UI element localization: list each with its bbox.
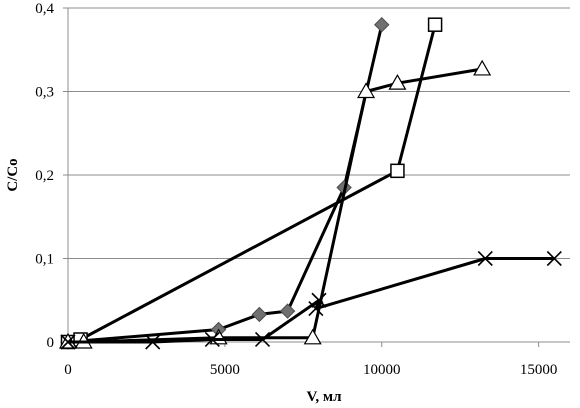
series-2-point-6 <box>473 59 492 76</box>
x-tick-label-0: 0 <box>64 362 72 378</box>
x-tick-label-2: 10000 <box>363 362 401 378</box>
x-tick-label-1: 5000 <box>210 362 240 378</box>
series-2-point-3 <box>303 328 322 345</box>
series-3-point-1 <box>145 334 161 350</box>
series-1-point-3 <box>427 17 443 32</box>
series-1-point-2 <box>390 163 405 179</box>
series-3-point-7 <box>546 250 562 267</box>
series-2-line <box>68 67 483 344</box>
series-2-point-5 <box>388 73 407 90</box>
series-1 <box>60 17 443 350</box>
x-tick-labels: 0 5000 10000 15000 <box>64 362 557 378</box>
series-0 <box>60 16 390 350</box>
y-axis-label: C/Co <box>5 158 21 191</box>
series-3 <box>60 250 562 350</box>
series-1-line <box>67 24 437 344</box>
y-tick-label-3: 0,3 <box>35 85 54 101</box>
series-3-point-4 <box>311 292 327 308</box>
series-0-point-2 <box>251 306 268 323</box>
series-3-point-2 <box>204 331 220 348</box>
series-0-line <box>67 24 384 344</box>
x-tick-label-3: 15000 <box>520 362 558 378</box>
series-3-point-0 <box>60 334 76 350</box>
series-3-point-6 <box>477 250 493 267</box>
axes <box>63 7 570 347</box>
gridlines <box>68 7 570 259</box>
series-0-point-5 <box>374 16 390 33</box>
x-axis-label: V, мл <box>306 389 342 405</box>
series-2-point-4 <box>357 82 376 99</box>
y-tick-label-1: 0,1 <box>35 252 54 268</box>
series-group <box>58 16 562 350</box>
series-2 <box>58 59 492 349</box>
y-tick-label-4: 0,4 <box>35 1 54 17</box>
series-3-point-3 <box>254 331 271 348</box>
y-tick-labels: 0 0,1 0,2 0,3 0,4 <box>35 1 54 351</box>
y-tick-label-0: 0 <box>47 335 55 351</box>
y-tick-label-2: 0,2 <box>35 168 54 184</box>
series-3-point-5 <box>308 301 324 317</box>
series-0-point-3 <box>279 303 296 319</box>
series-3-line <box>68 257 555 344</box>
